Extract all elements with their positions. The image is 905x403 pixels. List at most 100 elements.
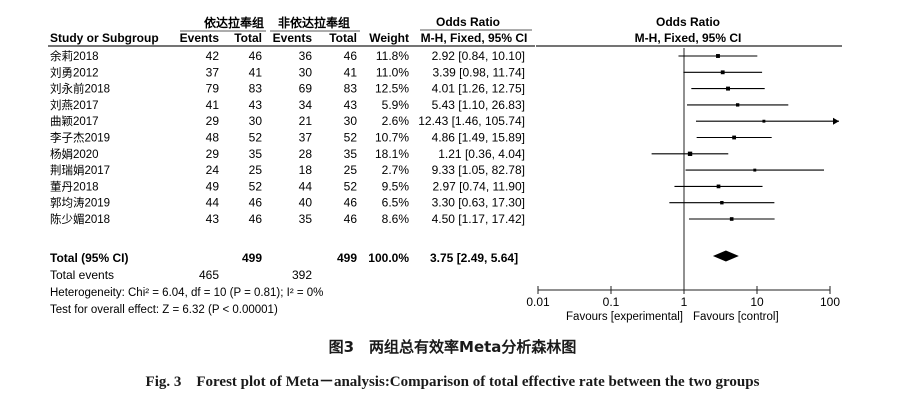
study-weight: 11.0% xyxy=(376,65,409,79)
study-row: 刘燕2017 41 43 34 43 5.9% 5.43 [1.10, 26.83] xyxy=(50,98,525,112)
study-ctrl-events: 69 xyxy=(299,82,313,96)
total-weight: 100.0% xyxy=(368,251,409,265)
study-ctrl-total: 41 xyxy=(344,65,358,79)
pooled-estimate-diamond xyxy=(712,250,739,262)
study-exp-total: 52 xyxy=(249,131,263,145)
point-estimate xyxy=(735,103,740,107)
total-ctrl-events: 392 xyxy=(292,268,312,282)
forest-plot-area: 0.01 0.1 1 10 100 Favours [experimental] Fav… xyxy=(526,48,840,323)
study-row: 郭均涛2019 44 46 40 46 6.5% 3.30 [0.63, 17.30] xyxy=(50,196,525,210)
study-exp-events: 42 xyxy=(206,49,220,63)
study-ctrl-events: 21 xyxy=(299,114,313,128)
study-row: 刘永前2018 79 83 69 83 12.5% 4.01 [1.26, 12.75] xyxy=(50,82,525,96)
total-exp-events: 465 xyxy=(199,268,219,282)
study-study-name: 刘勇2012 xyxy=(50,66,99,79)
point-estimate xyxy=(720,70,725,75)
study-ctrl-total: 35 xyxy=(344,147,358,161)
x-tick-label: 1 xyxy=(681,295,688,309)
study-study-name: 李子杰2019 xyxy=(50,131,110,145)
study-exp-total: 83 xyxy=(249,82,263,96)
weight-header: Weight xyxy=(369,31,409,45)
study-row: 董丹2018 49 52 44 52 9.5% 2.97 [0.74, 11.90] xyxy=(50,179,525,193)
study-ci-text: 2.97 [0.74, 11.90] xyxy=(432,179,525,193)
total-exp-total: 499 xyxy=(242,251,262,265)
study-row: 余莉2018 42 46 36 46 11.8% 2.92 [0.84, 10.10] xyxy=(50,49,525,63)
x-tick-label: 100 xyxy=(820,295,840,309)
favours-control-label: Favours [control] xyxy=(693,311,779,323)
study-weight: 11.8% xyxy=(376,49,409,63)
study-ci-text: 9.33 [1.05, 82.78] xyxy=(432,163,525,177)
point-estimate xyxy=(726,86,731,91)
study-ctrl-events: 34 xyxy=(299,98,313,112)
total-label: Total (95% CI) xyxy=(50,251,128,265)
study-exp-events: 44 xyxy=(206,196,220,210)
figure-caption-english: Fig. 3 Forest plot of Meta－analysis:Comp… xyxy=(145,374,760,390)
exp-total-header: Total xyxy=(234,31,262,45)
study-exp-events: 49 xyxy=(206,179,220,193)
odds-ratio-header: Odds Ratio xyxy=(436,15,500,29)
point-estimate xyxy=(729,217,734,221)
study-weight: 18.1% xyxy=(375,147,409,161)
study-ctrl-events: 28 xyxy=(299,147,313,161)
study-weight: 6.5% xyxy=(382,196,410,210)
point-estimate xyxy=(716,184,721,189)
study-exp-total: 46 xyxy=(249,212,263,226)
study-ctrl-total: 46 xyxy=(344,49,358,63)
study-exp-events: 29 xyxy=(206,147,220,161)
study-study-name: 杨娟2020 xyxy=(50,147,99,161)
exp-events-header: Events xyxy=(180,31,220,45)
overall-effect-text: Test for overall effect: Z = 6.32 (P < 0… xyxy=(50,304,278,316)
study-weight: 2.7% xyxy=(382,163,410,177)
study-study-name: 刘燕2017 xyxy=(50,99,99,112)
x-axis-ticks: 0.01 0.1 1 10 100 xyxy=(526,286,840,309)
plot-method-header: M-H, Fixed, 95% CI xyxy=(635,31,742,45)
study-weight: 9.5% xyxy=(382,179,410,193)
study-study-name: 陈少媚2018 xyxy=(50,212,110,226)
x-tick-label: 0.1 xyxy=(603,295,620,309)
point-estimate xyxy=(732,135,737,140)
study-exp-total: 52 xyxy=(249,179,263,193)
study-exp-total: 30 xyxy=(249,114,263,128)
study-study-name: 董丹2018 xyxy=(50,180,99,193)
experimental-group-header: 依达拉奉组 xyxy=(204,15,264,30)
forest-plot-figure: 依达拉奉组 非依达拉奉组 Odds Ratio Odds Ratio Study… xyxy=(48,15,842,323)
x-tick-label: 10 xyxy=(750,295,764,309)
study-row: 曲颖2017 29 30 21 30 2.6% 12.43 [1.46, 105.74] xyxy=(50,114,525,128)
study-ctrl-events: 36 xyxy=(299,49,313,63)
study-exp-events: 79 xyxy=(206,82,220,96)
favours-experimental-label: Favours [experimental] xyxy=(566,311,683,323)
study-row: 李子杰2019 48 52 37 52 10.7% 4.86 [1.49, 15.89] xyxy=(50,131,525,145)
plot-odds-ratio-header: Odds Ratio xyxy=(656,15,720,29)
study-study-name: 余莉2018 xyxy=(50,49,99,63)
study-study-name: 曲颖2017 xyxy=(50,115,99,128)
study-ci-text: 3.39 [0.98, 11.74] xyxy=(432,65,525,79)
point-estimate xyxy=(762,119,766,123)
study-ctrl-total: 52 xyxy=(344,179,358,193)
study-study-name: 郭均涛2019 xyxy=(50,196,110,210)
point-estimate xyxy=(716,54,720,58)
ctrl-events-header: Events xyxy=(273,31,313,45)
study-ci-text: 4.86 [1.49, 15.89] xyxy=(432,131,525,145)
study-ctrl-total: 25 xyxy=(344,163,358,177)
study-exp-total: 43 xyxy=(249,98,263,112)
figure-caption-chinese: 图3 两组总有效率Meta分析森林图 xyxy=(328,338,577,356)
study-exp-events: 48 xyxy=(206,131,220,145)
study-weight: 10.7% xyxy=(375,131,409,145)
point-estimate xyxy=(753,168,757,172)
total-ctrl-total: 499 xyxy=(337,251,357,265)
study-ctrl-total: 83 xyxy=(344,82,358,96)
study-ci-text: 4.50 [1.17, 17.42] xyxy=(432,212,525,226)
total-ci: 3.75 [2.49, 5.64] xyxy=(430,251,518,265)
study-exp-events: 24 xyxy=(206,163,220,177)
study-ci-text: 1.21 [0.36, 4.04] xyxy=(438,147,525,161)
study-ctrl-events: 37 xyxy=(299,131,313,145)
study-ctrl-events: 40 xyxy=(299,196,313,210)
total-events-label: Total events xyxy=(50,268,114,282)
study-exp-total: 46 xyxy=(249,49,263,63)
study-rows: 余莉2018 42 46 36 46 11.8% 2.92 [0.84, 10.10] 刘勇2… xyxy=(50,49,525,226)
study-exp-total: 35 xyxy=(249,147,263,161)
study-exp-events: 37 xyxy=(206,65,220,79)
study-row: 杨娟2020 29 35 28 35 18.1% 1.21 [0.36, 4.04] xyxy=(50,147,525,161)
study-weight: 12.5% xyxy=(375,82,409,96)
study-weight: 2.6% xyxy=(382,114,410,128)
